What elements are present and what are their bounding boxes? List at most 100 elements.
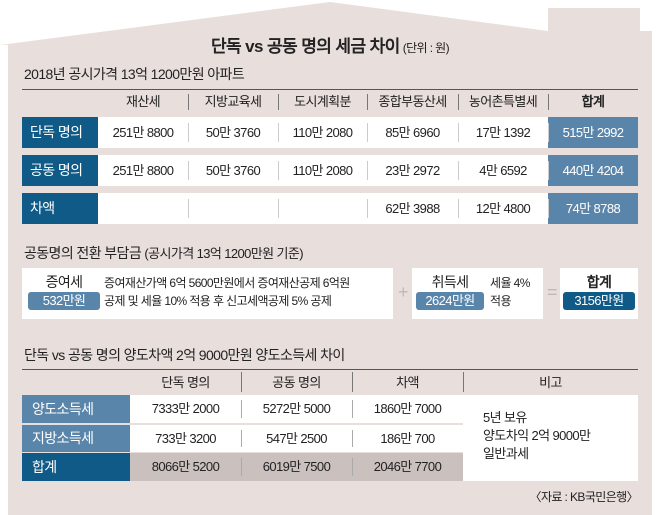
cell-divider xyxy=(352,458,353,476)
row-background xyxy=(98,193,548,224)
table-cell: 2046만 7700 xyxy=(373,459,442,474)
acq-tax-desc: 세율 4% xyxy=(490,276,530,290)
cell-divider xyxy=(278,161,279,180)
table1-heading: 2018년 공시가격 13억 1200만원 아파트 xyxy=(24,66,245,82)
row-label: 단독 명의 xyxy=(22,117,98,148)
table-cell: 12만 4800 xyxy=(475,201,531,216)
column-header: 비고 xyxy=(539,375,562,390)
plus-sign: + xyxy=(398,282,409,302)
equals-sign: = xyxy=(547,282,558,302)
cell-divider xyxy=(548,161,549,180)
table-cell: 251만 8800 xyxy=(112,163,174,178)
column-header: 합계 xyxy=(581,94,605,109)
column-header: 차액 xyxy=(396,375,419,390)
table-cell: 23만 2972 xyxy=(385,163,440,178)
table-cell: 6019만 7500 xyxy=(262,459,331,474)
cell-divider xyxy=(278,123,279,142)
gift-tax-desc: 증여재산가액 6억 5600만원에서 증여재산공제 6억원 xyxy=(104,276,350,290)
table-cell: 547만 2500 xyxy=(266,431,327,446)
column-header: 종합부동산세 xyxy=(378,94,447,109)
column-header: 단독 명의 xyxy=(161,375,210,390)
total-label: 합계 xyxy=(586,274,612,290)
row-background xyxy=(98,117,548,148)
cell-divider xyxy=(367,199,368,218)
cell-divider xyxy=(241,458,242,476)
cell-divider xyxy=(241,400,242,418)
cell-divider xyxy=(352,430,353,447)
table-cell: 251만 8800 xyxy=(112,125,174,140)
cell-divider xyxy=(188,161,189,180)
table-cell: 733만 3200 xyxy=(155,431,216,446)
row-background xyxy=(130,425,463,452)
column-divider xyxy=(458,94,459,110)
row-label: 지방소득세 xyxy=(22,425,130,452)
note-line: 일반과세 xyxy=(483,446,529,461)
cell-divider xyxy=(548,123,549,142)
row-label: 차액 xyxy=(22,193,98,224)
table-cell: 515만 2992 xyxy=(562,125,624,140)
table-cell: 7333만 2000 xyxy=(151,401,220,416)
table-cell: 62만 3988 xyxy=(385,201,440,216)
row-label: 공동 명의 xyxy=(22,155,98,186)
column-divider xyxy=(352,372,353,392)
table-cell: 5272만 5000 xyxy=(262,401,331,416)
note-line: 5년 보유 xyxy=(483,410,527,425)
cell-divider xyxy=(548,199,549,218)
cell-divider xyxy=(241,430,242,447)
column-divider xyxy=(463,372,464,392)
column-divider xyxy=(278,94,279,110)
gift-tax-label: 증여세 xyxy=(45,274,83,290)
acq-tax-amount: 2624만원 xyxy=(416,292,484,310)
column-divider xyxy=(241,372,242,392)
row-background xyxy=(130,395,463,423)
source-credit: 〈자료 : KB국민은행〉 xyxy=(529,490,639,504)
total-cell-bg xyxy=(548,155,638,186)
table2-heading: 단독 vs 공동 명의 양도차액 2억 9000만원 양도소득세 차이 xyxy=(24,347,345,363)
table-cell: 50만 3760 xyxy=(205,125,261,140)
column-header: 재산세 xyxy=(125,94,161,109)
cell-divider xyxy=(367,123,368,142)
row-label: 양도소득세 xyxy=(22,395,130,423)
gift-tax-desc-2: 공제 및 세율 10% 적용 후 신고세액공제 5% 공제 xyxy=(104,294,332,308)
table-cell: 4만 6592 xyxy=(479,163,527,178)
cell-divider xyxy=(188,123,189,142)
table-cell: 1860만 7000 xyxy=(373,401,442,416)
cell-divider xyxy=(352,400,353,418)
cell-divider xyxy=(278,199,279,218)
note-line: 양도차익 2억 9000만 xyxy=(483,428,591,443)
acq-tax-desc-2: 적용 xyxy=(490,294,511,308)
cell-divider xyxy=(367,161,368,180)
total-cell-bg xyxy=(548,193,638,224)
gift-tax-amount: 532만원 xyxy=(28,292,100,310)
row-label: 합계 xyxy=(22,453,130,481)
conversion-heading: 공동명의 전환 부담금 (공시가격 13억 1200만원 기준) xyxy=(24,245,304,261)
table-cell: 85만 6960 xyxy=(385,125,440,140)
table-cell: 186만 700 xyxy=(380,431,435,446)
total-cell-bg xyxy=(548,117,638,148)
column-divider xyxy=(548,94,549,110)
cell-divider xyxy=(458,161,459,180)
row-background xyxy=(130,453,463,481)
table-cell: 110만 2080 xyxy=(292,163,353,178)
table-cell: 440만 4204 xyxy=(562,163,624,178)
acq-tax-label: 취득세 xyxy=(431,274,469,290)
column-divider xyxy=(188,94,189,110)
table-cell: 50만 3760 xyxy=(205,163,261,178)
column-header: 도시계획분 xyxy=(294,94,351,109)
column-header: 지방교육세 xyxy=(204,94,262,109)
cell-divider xyxy=(458,123,459,142)
cell-divider xyxy=(188,199,189,218)
column-divider xyxy=(367,94,368,110)
total-amount: 3156만원 xyxy=(563,292,635,310)
row-background xyxy=(98,155,548,186)
table-cell: 74만 8788 xyxy=(565,201,621,216)
unit-label: (단위 : 원) xyxy=(402,41,450,55)
column-header: 농어촌특별세 xyxy=(468,94,538,109)
column-header: 공동 명의 xyxy=(272,375,321,390)
cell-divider xyxy=(458,199,459,218)
table-cell: 17만 1392 xyxy=(475,125,531,140)
table-cell: 110만 2080 xyxy=(292,125,353,140)
table-cell: 8066만 5200 xyxy=(151,459,220,474)
page-title: 단독 vs 공동 명의 세금 차이 (단위 : 원) xyxy=(210,37,450,56)
note-box: 5년 보유 양도차익 2억 9000만 일반과세 xyxy=(463,395,638,481)
